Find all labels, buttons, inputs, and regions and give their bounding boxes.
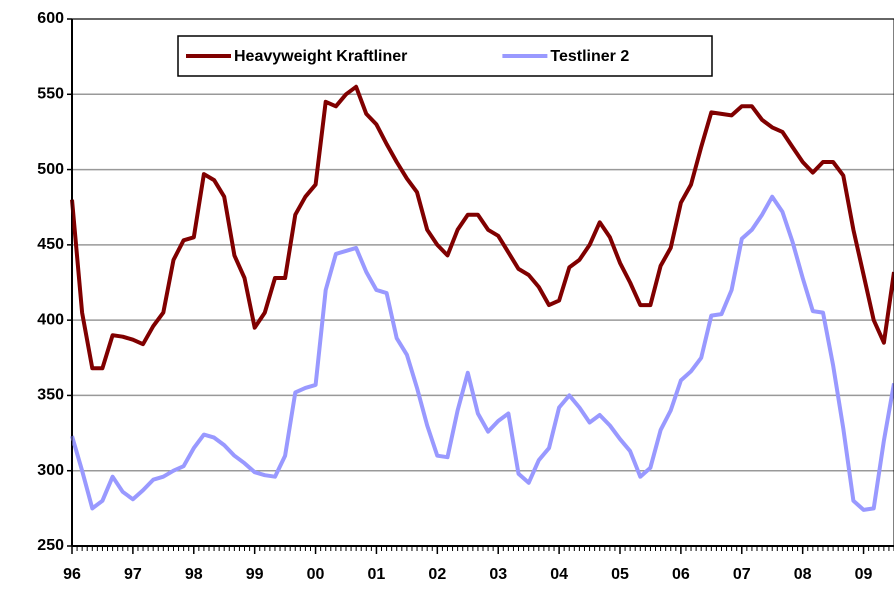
y-tick-label: 250 xyxy=(37,537,64,554)
y-tick-label: 350 xyxy=(37,387,64,404)
y-tick-label: 400 xyxy=(37,311,64,328)
y-tick-label: 500 xyxy=(37,161,64,178)
x-tick-label: 96 xyxy=(63,566,81,583)
series-line xyxy=(70,194,894,512)
x-tick-label: 02 xyxy=(428,566,446,583)
x-tick-label: 03 xyxy=(489,566,507,583)
y-tick-label: 600 xyxy=(37,10,64,27)
x-tick-label: 01 xyxy=(368,566,386,583)
x-tick-label: 05 xyxy=(611,566,629,583)
legend-box xyxy=(177,35,713,77)
y-tick-label: 450 xyxy=(37,236,64,253)
x-tick-label: 08 xyxy=(794,566,812,583)
x-tick-label: 07 xyxy=(733,566,751,583)
x-tick-label: 99 xyxy=(246,566,264,583)
x-tick-label: 04 xyxy=(550,566,568,583)
y-tick-label: 550 xyxy=(37,86,64,103)
legend-label: Heavyweight Kraftliner xyxy=(234,48,407,65)
x-tick-label: 97 xyxy=(124,566,142,583)
y-tick-label: 300 xyxy=(37,462,64,479)
plot-border xyxy=(71,18,894,547)
x-tick-label: 98 xyxy=(185,566,203,583)
x-tick-label: 06 xyxy=(672,566,690,583)
series-line xyxy=(70,84,894,371)
x-tick-label: 09 xyxy=(855,566,873,583)
legend-label: Testliner 2 xyxy=(550,48,629,65)
x-tick-label: 00 xyxy=(307,566,325,583)
